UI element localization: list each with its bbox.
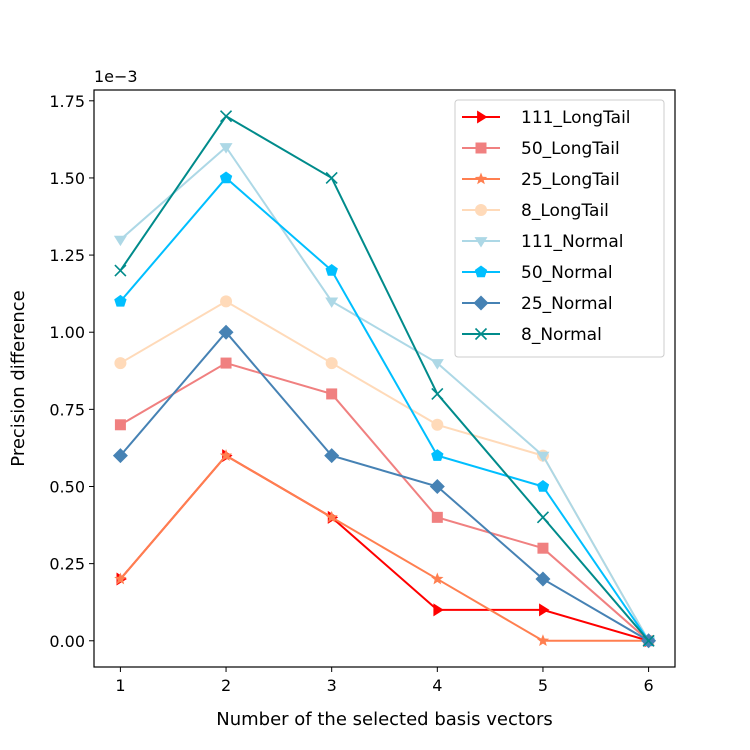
y-tick-label: 1.25	[49, 246, 85, 265]
x-tick-label: 5	[538, 676, 548, 695]
legend-entry-8-normal: 8_Normal	[462, 325, 602, 345]
data-point-25-normal	[535, 571, 551, 587]
data-point-111-longtail	[433, 603, 444, 617]
series-layer	[112, 110, 657, 649]
x-tick-label: 2	[221, 676, 231, 695]
data-point-111-longtail	[539, 603, 550, 617]
data-point-50-longtail	[114, 419, 126, 431]
data-point-50-longtail	[220, 357, 232, 369]
legend-marker	[474, 265, 488, 278]
series-line-50-longtail	[119, 361, 650, 642]
data-point-111-normal	[536, 451, 550, 463]
data-point-8-normal	[114, 264, 127, 277]
data-point-50-normal	[325, 264, 338, 276]
y-tick-label: 1.00	[49, 323, 85, 342]
data-point-50-normal	[219, 171, 233, 184]
data-point-50-longtail	[537, 542, 549, 554]
data-point-8-longtail	[431, 418, 444, 431]
legend-entry-111-normal: 111_Normal	[462, 232, 623, 252]
legend-marker	[475, 204, 487, 216]
legend-label: 8_Normal	[521, 325, 602, 345]
y-tick-label: 0.50	[49, 477, 85, 496]
y-tick-label: 0.25	[49, 555, 85, 574]
y-tick-label: 1.50	[49, 169, 85, 188]
data-point-8-normal	[431, 387, 444, 400]
legend-entry-25-normal: 25_Normal	[462, 294, 613, 314]
data-point-111-normal	[325, 297, 339, 308]
data-point-8-longtail	[220, 295, 233, 308]
legend-label: 25_Normal	[521, 294, 613, 314]
x-axis-label: Number of the selected basis vectors	[216, 709, 552, 730]
data-point-8-normal	[325, 171, 338, 185]
y-offset-label: 1e−3	[94, 67, 138, 86]
legend-marker	[474, 172, 488, 185]
legend-label: 111_LongTail	[521, 108, 631, 128]
x-tick-label: 6	[643, 676, 653, 695]
legend-label: 25_LongTail	[521, 170, 620, 190]
data-point-8-longtail	[325, 357, 338, 370]
series-line-25-longtail	[119, 454, 649, 642]
series-8-normal	[114, 110, 655, 647]
y-tick-label: 1.75	[49, 92, 85, 111]
data-point-8-longtail	[114, 357, 127, 370]
x-tick-label: 4	[432, 676, 442, 695]
legend-entry-8-longtail: 8_LongTail	[462, 201, 609, 221]
data-point-25-longtail	[431, 572, 444, 585]
data-point-8-normal	[536, 511, 550, 524]
data-point-25-normal	[429, 478, 445, 494]
y-tick-label: 0.00	[49, 632, 85, 651]
data-point-25-longtail	[114, 572, 127, 585]
legend-marker	[477, 110, 488, 124]
legend-marker	[474, 327, 488, 341]
legend-box	[454, 99, 665, 358]
legend-entry-111-longtail: 111_LongTail	[462, 108, 631, 128]
data-point-50-normal	[536, 479, 550, 492]
legend-label: 50_LongTail	[521, 139, 620, 159]
legend-label: 111_Normal	[521, 232, 623, 252]
series-line-50-normal	[119, 176, 650, 642]
data-point-50-longtail	[431, 511, 443, 523]
series-line-25-normal	[119, 330, 650, 642]
x-tick-label: 1	[115, 676, 125, 695]
legend: 111_LongTail 50_LongTail 25_LongTail 8_Long…	[454, 99, 665, 358]
y-axis-label: Precision difference	[8, 290, 29, 466]
data-point-25-longtail	[536, 634, 550, 647]
data-point-111-normal	[113, 235, 127, 247]
data-point-25-normal	[324, 448, 340, 464]
legend-label: 8_LongTail	[521, 201, 609, 221]
data-point-25-normal	[218, 324, 234, 340]
legend-entry-50-longtail: 50_LongTail	[462, 139, 620, 159]
data-point-111-normal	[430, 359, 444, 370]
legend-marker	[474, 237, 488, 248]
series-line-111-normal	[119, 145, 650, 642]
x-axis: 1 2 3 4 5 6	[115, 667, 654, 695]
legend-marker	[475, 142, 487, 154]
data-point-8-normal	[219, 110, 233, 123]
series-line-8-normal	[119, 114, 650, 642]
y-axis: 0.00 0.25 0.50 0.75 1.00 1.25 1.50 1.75	[49, 92, 94, 651]
data-point-111-normal	[219, 143, 233, 154]
legend-entry-50-normal: 50_Normal	[462, 263, 613, 283]
x-tick-label: 3	[327, 676, 337, 695]
legend-entry-25-longtail: 25_LongTail	[462, 170, 620, 190]
data-point-25-longtail	[219, 449, 233, 461]
data-point-25-longtail	[325, 510, 338, 523]
data-point-50-normal	[114, 294, 127, 307]
y-tick-label: 0.75	[49, 400, 85, 419]
data-point-50-longtail	[326, 388, 338, 400]
data-point-8-normal	[642, 634, 655, 647]
plot-frame	[93, 89, 676, 668]
legend-label: 50_Normal	[521, 263, 613, 283]
data-point-25-normal	[112, 448, 128, 464]
data-point-50-normal	[431, 449, 444, 461]
legend-marker	[473, 295, 489, 311]
